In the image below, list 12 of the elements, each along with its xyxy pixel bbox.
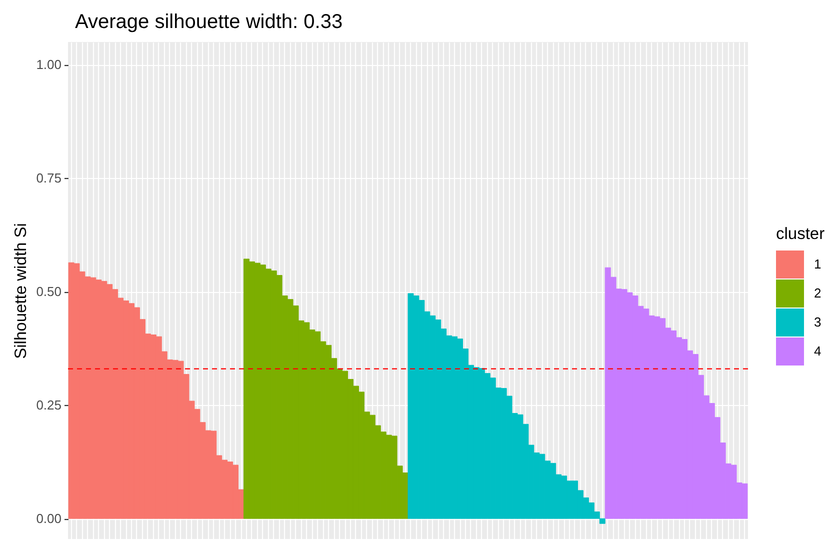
y-tick-label: 0.00 <box>36 511 62 526</box>
legend-title: cluster <box>776 225 826 243</box>
legend-label: 3 <box>814 314 822 330</box>
y-axis-title: Silhouette width Si <box>12 223 30 359</box>
legend-label: 1 <box>814 256 822 272</box>
legend-label: 4 <box>814 344 822 358</box>
y-tick-label: 0.50 <box>36 284 62 300</box>
y-tick-label: 0.75 <box>36 170 62 186</box>
chart-title: Average silhouette width: 0.33 <box>75 11 343 33</box>
y-tick-label: 1.00 <box>36 57 62 72</box>
y-tick-label: 0.25 <box>36 398 62 413</box>
legend-label: 2 <box>814 286 822 300</box>
